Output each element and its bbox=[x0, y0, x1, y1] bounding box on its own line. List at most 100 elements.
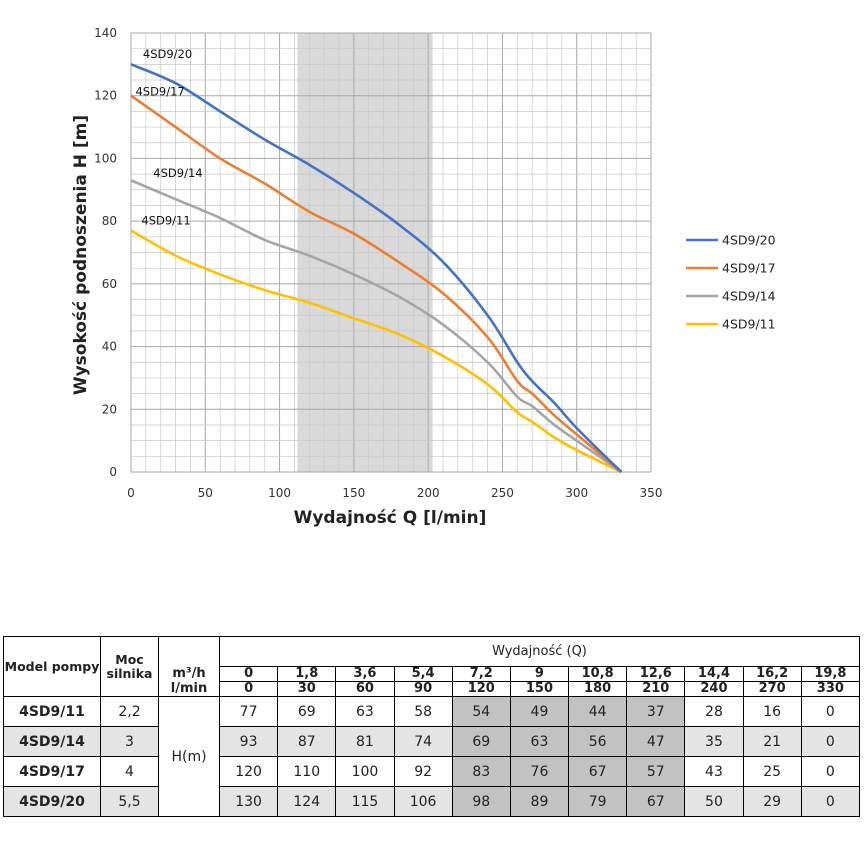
head-value-cell: 98 bbox=[451, 786, 511, 817]
y-tick-label: 60 bbox=[102, 277, 117, 291]
head-value-cell: 0 bbox=[800, 696, 861, 727]
flow-lmin-cell: 150 bbox=[509, 681, 570, 697]
performance-table: Model pompy Moc silnika Wydajność (Q) m³… bbox=[3, 636, 861, 817]
header-model: Model pompy bbox=[3, 636, 101, 697]
head-value-cell: 92 bbox=[393, 756, 453, 787]
y-tick-label: 80 bbox=[102, 214, 117, 228]
y-axis-title: Wysokość podnoszenia H [m] bbox=[71, 115, 91, 395]
legend-label: 4SD9/20 bbox=[722, 233, 776, 248]
head-value-cell: 67 bbox=[568, 756, 628, 787]
unit-lmin: l/min bbox=[158, 681, 220, 697]
header-flow-title: Wydajność (Q) bbox=[219, 636, 860, 667]
flow-lmin-cell: 240 bbox=[684, 681, 744, 697]
model-cell: 4SD9/14 bbox=[3, 726, 101, 757]
flow-m3h-cell: 1,8 bbox=[277, 666, 337, 682]
head-value-cell: 0 bbox=[800, 786, 861, 817]
curve-label: 4SD9/14 bbox=[153, 166, 202, 180]
chart-curves bbox=[130, 63, 623, 474]
flow-lmin-cell: 180 bbox=[568, 681, 628, 697]
head-value-cell: 35 bbox=[684, 726, 744, 757]
curve-4sd9-14 bbox=[130, 179, 623, 474]
head-value-cell: 115 bbox=[335, 786, 395, 817]
head-value-cell: 93 bbox=[218, 726, 279, 757]
x-tick-label: 250 bbox=[491, 486, 514, 500]
curve-4sd9-11 bbox=[130, 229, 622, 474]
head-value-cell: 50 bbox=[684, 786, 744, 817]
curve-label: 4SD9/17 bbox=[135, 85, 184, 99]
table-row: 4SD9/17 4 120 110 100 92 83 76 67 57 43 25 0 bbox=[3, 756, 861, 787]
flow-lmin-cell: 210 bbox=[626, 681, 686, 697]
y-tick-label: 0 bbox=[109, 465, 117, 479]
head-value-cell: 57 bbox=[626, 756, 686, 787]
head-value-cell: 28 bbox=[684, 696, 744, 727]
flow-m3h-cell: 19,8 bbox=[800, 666, 861, 682]
head-value-cell: 130 bbox=[218, 786, 279, 817]
head-value-cell: 120 bbox=[218, 756, 279, 787]
head-value-cell: 74 bbox=[393, 726, 453, 757]
h-label-cell: H(m) bbox=[158, 696, 220, 817]
y-tick-label: 140 bbox=[94, 26, 117, 40]
legend-label: 4SD9/11 bbox=[722, 317, 776, 332]
x-tick-label: 150 bbox=[342, 486, 365, 500]
legend-label: 4SD9/17 bbox=[722, 261, 776, 276]
power-cell: 3 bbox=[100, 726, 159, 757]
chart-legend: 4SD9/20 4SD9/17 4SD9/14 4SD9/11 bbox=[686, 233, 776, 332]
head-value-cell: 79 bbox=[568, 786, 628, 817]
head-value-cell: 124 bbox=[277, 786, 337, 817]
head-value-cell: 77 bbox=[218, 696, 279, 727]
curve-4sd9-20 bbox=[130, 63, 623, 473]
flow-m3h-cell: 7,2 bbox=[451, 666, 511, 682]
head-value-cell: 63 bbox=[335, 696, 395, 727]
flow-m3h-cell: 0 bbox=[218, 666, 279, 682]
axis-ticks: 0 50 100 150 200 250 300 350 0 20 40 60 80 100 120 140 bbox=[94, 26, 662, 500]
x-tick-label: 350 bbox=[640, 486, 663, 500]
flow-lmin-cell: 330 bbox=[800, 681, 861, 697]
y-tick-label: 40 bbox=[102, 340, 117, 354]
flow-m3h-cell: 10,8 bbox=[568, 666, 628, 682]
table-row: 4SD9/11 2,2 H(m) 77 69 63 58 54 49 44 37 28 16 0 bbox=[3, 696, 861, 817]
header-power: Moc silnika bbox=[100, 636, 159, 697]
head-value-cell: 100 bbox=[335, 756, 395, 787]
head-value-cell: 63 bbox=[509, 726, 570, 757]
head-value-cell: 47 bbox=[626, 726, 686, 757]
legend-label: 4SD9/14 bbox=[722, 289, 776, 304]
y-tick-label: 20 bbox=[102, 402, 117, 416]
model-cell: 4SD9/20 bbox=[3, 786, 101, 817]
x-tick-label: 100 bbox=[268, 486, 291, 500]
head-value-cell: 69 bbox=[451, 726, 511, 757]
flow-m3h-cell: 16,2 bbox=[742, 666, 802, 682]
curve-label: 4SD9/11 bbox=[141, 213, 190, 227]
table-row: 4SD9/20 5,5 130 124 115 106 98 89 79 67 50 29 0 bbox=[3, 786, 861, 817]
head-value-cell: 56 bbox=[568, 726, 628, 757]
y-tick-label: 120 bbox=[94, 89, 117, 103]
curve-4sd9-17 bbox=[130, 94, 623, 473]
pump-curve-chart: 0 50 100 150 200 250 300 350020406080100120140 … bbox=[71, 26, 776, 528]
head-value-cell: 81 bbox=[335, 726, 395, 757]
head-value-cell: 76 bbox=[509, 756, 570, 787]
flow-m3h-cell: 5,4 bbox=[393, 666, 453, 682]
head-value-cell: 29 bbox=[742, 786, 802, 817]
head-value-cell: 58 bbox=[393, 696, 453, 727]
head-value-cell: 110 bbox=[277, 756, 337, 787]
head-value-cell: 49 bbox=[509, 696, 570, 727]
head-value-cell: 89 bbox=[509, 786, 570, 817]
x-tick-label: 50 bbox=[198, 486, 213, 500]
head-value-cell: 106 bbox=[393, 786, 453, 817]
head-value-cell: 54 bbox=[451, 696, 511, 727]
power-cell: 5,5 bbox=[100, 786, 159, 817]
flow-m3h-cell: 9 bbox=[509, 666, 570, 682]
head-value-cell: 69 bbox=[277, 696, 337, 727]
table-row: 4SD9/14 3 93 87 81 74 69 63 56 47 35 21 0 bbox=[3, 726, 861, 757]
flow-lmin-cell: 90 bbox=[393, 681, 453, 697]
model-cell: 4SD9/11 bbox=[3, 696, 101, 727]
curve-label: 4SD9/20 bbox=[143, 47, 192, 61]
head-value-cell: 25 bbox=[742, 756, 802, 787]
x-tick-label: 0 bbox=[127, 486, 135, 500]
x-tick-label: 300 bbox=[565, 486, 588, 500]
head-value-cell: 0 bbox=[800, 726, 861, 757]
power-cell: 2,2 bbox=[100, 696, 159, 727]
unit-m3h: m³/h bbox=[158, 666, 220, 682]
model-cell: 4SD9/17 bbox=[3, 756, 101, 787]
head-value-cell: 87 bbox=[277, 726, 337, 757]
header-unit-blank bbox=[158, 636, 220, 667]
